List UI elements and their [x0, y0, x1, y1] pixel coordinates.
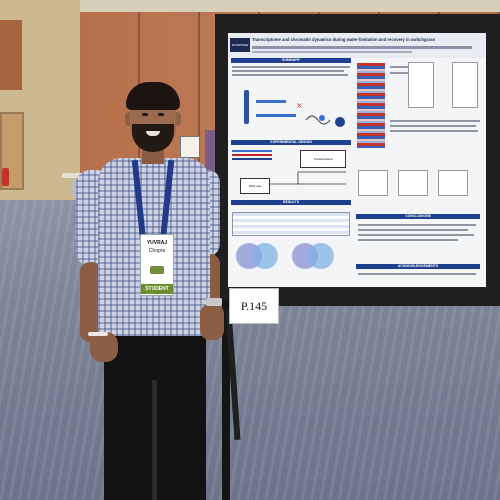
poster-header — [228, 33, 486, 58]
poster-title: Transcriptome and chromatin dynamics dur… — [252, 37, 436, 42]
poster-number-sign: P.145 — [229, 288, 279, 324]
badge-logo — [150, 266, 164, 274]
poster-results-table — [232, 212, 350, 236]
right-hand — [200, 304, 224, 340]
poster-text-line — [390, 72, 408, 74]
poster-scatter-plot — [452, 62, 478, 108]
poster-bar-plot — [358, 170, 388, 196]
fire-extinguisher — [2, 168, 9, 186]
left-wall-panel — [0, 20, 22, 90]
neck — [142, 148, 164, 164]
poster-text-line — [358, 234, 474, 236]
left-hand — [90, 332, 118, 362]
poster-legend-line — [232, 154, 272, 156]
poster-section-summary: SUMMARY — [231, 58, 351, 63]
poster-text-line — [390, 120, 480, 122]
checked-shirt — [98, 158, 210, 336]
poster-chromosome-figure: × — [244, 90, 345, 127]
left-eye — [142, 113, 148, 116]
poster-text-line — [390, 125, 476, 127]
badge-role-strip: STUDENT — [141, 284, 173, 294]
poster-section-results: RESULTS — [231, 200, 351, 205]
ceiling — [0, 0, 500, 14]
poster-bar-plot — [398, 170, 428, 196]
poster-affiliations — [252, 51, 412, 53]
poster-logo: RIVERSIDE — [230, 38, 250, 52]
poster-section-experimental: EXPERIMENTAL DESIGN — [231, 140, 351, 145]
trouser-leg-gap — [152, 380, 157, 500]
left-arm — [80, 262, 102, 342]
poster-text-line — [358, 229, 468, 231]
poster-scatter-plot — [408, 62, 434, 108]
poster-diagram-box-1: RNA-seq — [240, 178, 270, 194]
wristwatch — [206, 298, 222, 306]
smile — [146, 131, 160, 136]
bracelet — [88, 332, 108, 336]
poster-diagram-box-2: Transcriptome — [300, 150, 346, 168]
poster-authors — [252, 46, 472, 49]
left-ear — [125, 112, 133, 126]
badge-name: YUVRAJ — [146, 240, 168, 246]
right-eye — [158, 113, 164, 116]
poster-bar-plot — [438, 170, 468, 196]
poster-text-line — [358, 273, 476, 275]
side-table-leg — [72, 178, 75, 196]
poster-text-line — [390, 66, 410, 68]
svg-text:×: × — [296, 101, 303, 110]
door-sign — [180, 136, 200, 158]
poster-heatmap — [357, 63, 385, 148]
left-wall-display-case — [0, 112, 24, 190]
poster-text-line — [232, 66, 350, 68]
right-ear — [173, 112, 181, 126]
poster-venn-circle — [308, 243, 334, 269]
poster-text-line — [232, 70, 344, 72]
poster-section-conclusions: CONCLUSIONS — [356, 214, 480, 219]
hair — [126, 82, 180, 110]
poster-legend-line — [232, 158, 272, 160]
poster-diagram-arrows — [270, 171, 346, 185]
badge-surname: Chopra — [148, 248, 166, 254]
poster-board-leg — [222, 300, 230, 500]
poster-text-line — [358, 224, 476, 226]
poster-legend-line — [232, 150, 272, 152]
poster-venn-circle — [252, 243, 278, 269]
poster-text-line — [232, 74, 348, 76]
poster-text-line — [390, 130, 478, 132]
poster-text-line — [358, 239, 458, 241]
poster-section-acknowledgements: ACKNOWLEDGEMENTS — [356, 264, 480, 269]
